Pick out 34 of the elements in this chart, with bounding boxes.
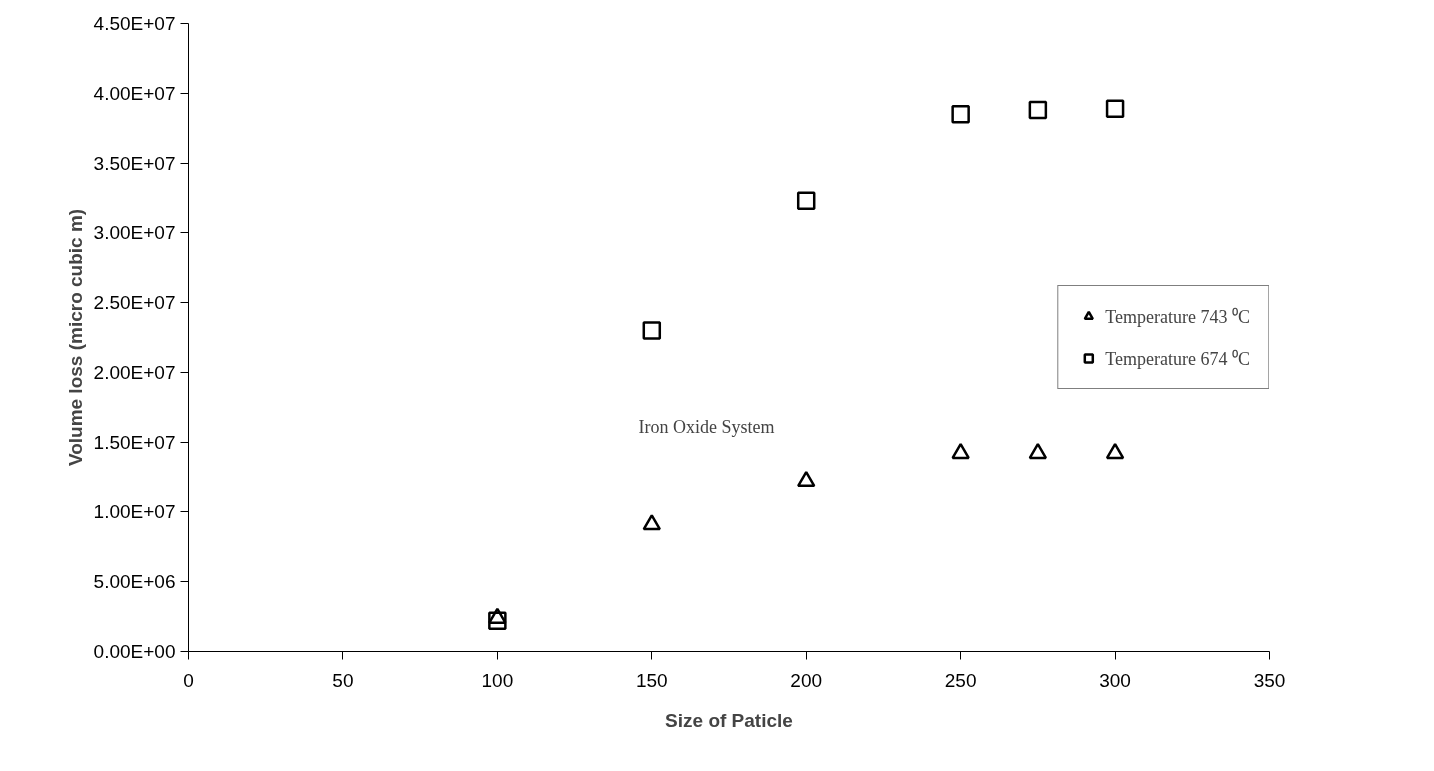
point bbox=[796, 191, 816, 210]
point bbox=[1105, 99, 1125, 118]
point bbox=[951, 104, 970, 124]
y-tick-label: 4.00E+07 bbox=[93, 82, 176, 104]
x-tick-label: 300 bbox=[1099, 669, 1131, 691]
legend-label: Temperature 743 ⁰C bbox=[1105, 306, 1250, 328]
x-tick-label: 100 bbox=[481, 669, 514, 691]
y-tick-label: 4.50E+07 bbox=[93, 13, 176, 34]
point bbox=[1105, 442, 1125, 460]
y-tick-label: 5.00E+06 bbox=[93, 571, 176, 593]
point bbox=[1028, 100, 1048, 120]
x-axis-title: Size of Paticle bbox=[665, 709, 793, 731]
x-tick-label: 150 bbox=[635, 669, 668, 691]
y-tick-label: 3.50E+07 bbox=[93, 152, 176, 174]
y-tick-label: 2.50E+07 bbox=[93, 292, 176, 314]
x-tick-label: 200 bbox=[790, 669, 823, 691]
point bbox=[951, 442, 970, 460]
legend-label: Temperature 674 ⁰C bbox=[1105, 348, 1250, 370]
point bbox=[1028, 442, 1048, 460]
y-tick-label: 1.00E+07 bbox=[93, 501, 176, 523]
point bbox=[642, 514, 662, 531]
annotation: Iron Oxide System bbox=[638, 416, 775, 437]
y-axis-title: Volume loss (micro cubic m) bbox=[64, 208, 86, 467]
point bbox=[488, 607, 507, 624]
y-tick-label: 3.00E+07 bbox=[93, 222, 176, 244]
x-tick-label: 350 bbox=[1253, 669, 1286, 691]
point bbox=[796, 470, 816, 488]
x-tick-label: 0 bbox=[183, 669, 194, 691]
y-tick-label: 2.00E+07 bbox=[93, 361, 176, 383]
x-tick-label: 50 bbox=[332, 669, 354, 691]
point bbox=[642, 321, 662, 340]
y-tick-label: 1.50E+07 bbox=[93, 431, 176, 453]
x-tick-label: 250 bbox=[944, 669, 977, 691]
y-tick-label: 0.00E+00 bbox=[93, 641, 176, 662]
